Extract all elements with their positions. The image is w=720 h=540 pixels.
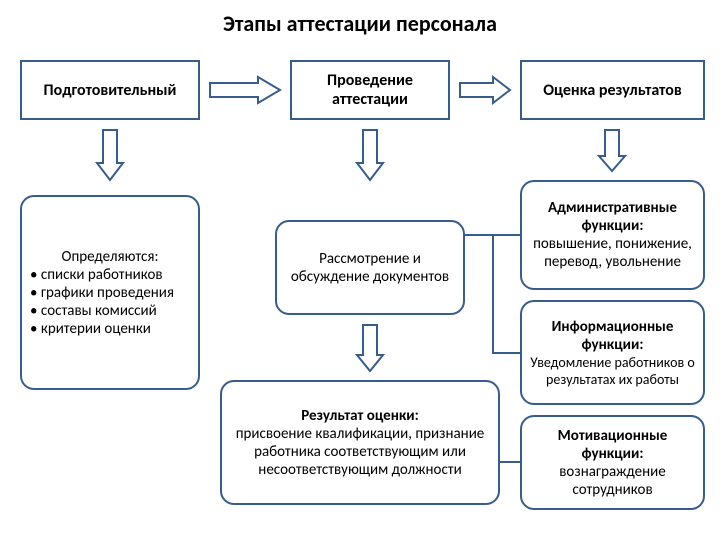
right-block-1: Административные функции: повышение, пон… — [520, 180, 705, 290]
arrow-down-4 — [355, 323, 385, 373]
right-block-3: Мотивационные функции: вознаграждение со… — [520, 415, 705, 510]
left-lead: Определяются: — [30, 248, 190, 266]
arrow-down-2 — [355, 128, 385, 183]
mid-text: Рассмотрение и обсуждение документов — [285, 250, 455, 286]
r2-text: Уведомление работников о результатах их … — [530, 354, 695, 388]
stage-box-1: Подготовительный — [20, 60, 200, 120]
stage-label-2: Проведение аттестации — [298, 71, 442, 109]
page-title: Этапы аттестации персонала — [0, 10, 720, 37]
stage-box-3: Оценка результатов — [520, 60, 705, 120]
stage-label-1: Подготовительный — [44, 81, 177, 100]
arrow-right-1 — [208, 75, 283, 105]
arrow-down-1 — [95, 128, 125, 183]
r1-text: повышение, понижение, перевод, увольнени… — [530, 235, 695, 271]
r2-lead: Информационные функции: — [530, 318, 695, 354]
arrow-down-3 — [597, 128, 627, 173]
r3-text: вознаграждение сотрудников — [530, 463, 695, 499]
stage-label-3: Оценка результатов — [543, 81, 682, 100]
r3-lead: Мотивационные функции: — [530, 427, 695, 463]
left-bullet-1: • списки работников — [30, 266, 163, 284]
left-details-block: Определяются: • списки работников • граф… — [20, 195, 200, 390]
connector-mid-r2 — [465, 233, 521, 358]
result-text: присвоение квалификации, признание работ… — [230, 425, 490, 479]
left-bullet-3: • составы комиссий — [30, 302, 157, 320]
connector-result-r3 — [500, 460, 522, 464]
stage-box-2: Проведение аттестации — [290, 60, 450, 120]
left-bullet-4: • критерии оценки — [30, 320, 151, 338]
r1-lead: Административные функции: — [530, 199, 695, 235]
left-bullet-2: • графики проведения — [30, 284, 174, 302]
result-block: Результат оценки: присвоение квалификаци… — [220, 380, 500, 505]
result-lead: Результат оценки: — [230, 407, 490, 425]
arrow-right-2 — [458, 75, 513, 105]
right-block-2: Информационные функции: Уведомление рабо… — [520, 300, 705, 405]
mid-block: Рассмотрение и обсуждение документов — [275, 220, 465, 315]
